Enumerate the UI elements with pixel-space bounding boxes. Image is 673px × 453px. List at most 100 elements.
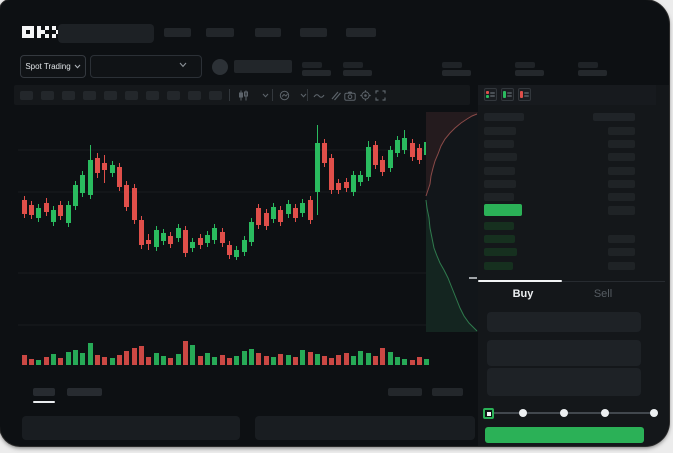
search-input[interactable] [58, 24, 154, 43]
stat-label-skeleton [442, 62, 462, 68]
ask-amount-skeleton [608, 167, 635, 175]
divider [272, 89, 273, 101]
stat-value-skeleton [302, 70, 331, 76]
trading-mode-selector[interactable]: Spot Trading [20, 55, 86, 78]
slider-step-dot[interactable] [560, 409, 568, 417]
slider-handle[interactable] [483, 408, 494, 419]
slider-step-dot[interactable] [601, 409, 609, 417]
book-all-icon[interactable] [484, 88, 497, 101]
candle-type-icon[interactable] [236, 89, 250, 102]
stat-label-skeleton [578, 62, 598, 68]
ask-amount-skeleton [608, 180, 635, 188]
ask-amount-skeleton [608, 127, 635, 135]
chevron-down-icon[interactable] [258, 89, 272, 102]
bid-amount-skeleton [608, 248, 635, 256]
amount-skeleton [608, 206, 635, 215]
draw-tool-icon[interactable] [328, 89, 342, 102]
slider-step-dot[interactable] [650, 409, 658, 417]
app-window: Spot Trading [0, 0, 669, 446]
order-panel: Buy Sell [478, 85, 669, 446]
bottom-action-skeleton[interactable] [388, 388, 422, 396]
depth-bid-area [426, 200, 478, 332]
tool-skeleton [62, 91, 75, 100]
tool-skeleton [146, 91, 159, 100]
bid-amount-skeleton [608, 262, 635, 270]
tool-skeleton [209, 91, 222, 100]
bid-price-skeleton [484, 222, 514, 230]
ask-amount-skeleton [608, 140, 635, 148]
divider [307, 89, 308, 101]
volume-series [22, 341, 429, 365]
nav-item-skeleton [346, 28, 376, 37]
ask-price-skeleton [484, 180, 516, 188]
settings-icon[interactable] [358, 89, 372, 102]
tool-skeleton [104, 91, 117, 100]
ask-price-skeleton [484, 140, 514, 148]
depth-ask-line [425, 113, 478, 197]
orders-panel-skeleton [255, 416, 475, 440]
orders-panel-skeleton [22, 416, 240, 440]
tab-sell[interactable]: Sell [593, 288, 613, 300]
stat-label-skeleton [515, 62, 535, 68]
order-form-field[interactable] [487, 340, 641, 366]
tool-skeleton [188, 91, 201, 100]
logo-letter-o [22, 26, 34, 38]
tool-skeleton [83, 91, 96, 100]
ob-header-skeleton [593, 113, 635, 121]
pair-select-dropdown[interactable] [90, 55, 202, 78]
chevron-down-icon [179, 62, 187, 68]
bottom-action-skeleton[interactable] [432, 388, 463, 396]
order-form-field[interactable] [487, 312, 641, 332]
stat-label-skeleton [302, 62, 322, 68]
book-asks-icon[interactable] [518, 88, 531, 101]
amount-slider-track[interactable] [490, 412, 655, 414]
nav-item-skeleton [255, 28, 281, 37]
line-tool-icon[interactable] [312, 89, 326, 102]
tool-skeleton [125, 91, 138, 100]
candlestick-chart[interactable] [18, 108, 478, 368]
tool-skeleton [20, 91, 33, 100]
nav-item-skeleton [300, 28, 327, 37]
active-tab-indicator [478, 280, 562, 282]
candlestick-series [22, 138, 429, 257]
bottom-tab-skeleton[interactable] [33, 388, 55, 396]
fullscreen-icon[interactable] [373, 89, 387, 102]
chevron-down-icon [74, 64, 81, 69]
nav-item-skeleton [206, 28, 234, 37]
pair-name-skeleton [234, 60, 292, 73]
indicators-icon[interactable] [277, 89, 291, 102]
nav-item-skeleton [164, 28, 191, 37]
last-price-badge [484, 204, 522, 216]
divider [229, 89, 230, 101]
ask-price-skeleton [484, 167, 515, 175]
chevron-down-icon[interactable] [296, 89, 310, 102]
buy-submit-button[interactable] [485, 427, 644, 443]
tab-buy[interactable]: Buy [512, 288, 534, 300]
bid-price-skeleton [484, 248, 517, 256]
tab-divider [478, 281, 665, 282]
camera-icon[interactable] [343, 89, 357, 102]
stat-value-skeleton [578, 70, 607, 76]
slider-step-dot[interactable] [519, 409, 527, 417]
tool-skeleton [167, 91, 180, 100]
stat-value-skeleton [343, 70, 372, 76]
stat-label-skeleton [343, 62, 363, 68]
trading-mode-label: Spot Trading [25, 62, 71, 71]
ask-price-skeleton [484, 153, 517, 161]
ask-price-skeleton [484, 193, 514, 201]
ask-amount-skeleton [608, 193, 635, 201]
ask-amount-skeleton [608, 153, 635, 161]
order-form-field[interactable] [487, 368, 641, 396]
ask-price-skeleton [484, 127, 516, 135]
stat-value-skeleton [442, 70, 471, 76]
depth-chart-bg [426, 112, 478, 332]
bottom-tab-skeleton[interactable] [67, 388, 102, 396]
depth-ask-area [426, 112, 478, 196]
stat-value-skeleton [515, 70, 544, 76]
logo-letter-k [37, 26, 49, 38]
tool-skeleton [41, 91, 54, 100]
coin-avatar [212, 59, 228, 75]
bid-amount-skeleton [608, 235, 635, 243]
book-bids-icon[interactable] [501, 88, 514, 101]
